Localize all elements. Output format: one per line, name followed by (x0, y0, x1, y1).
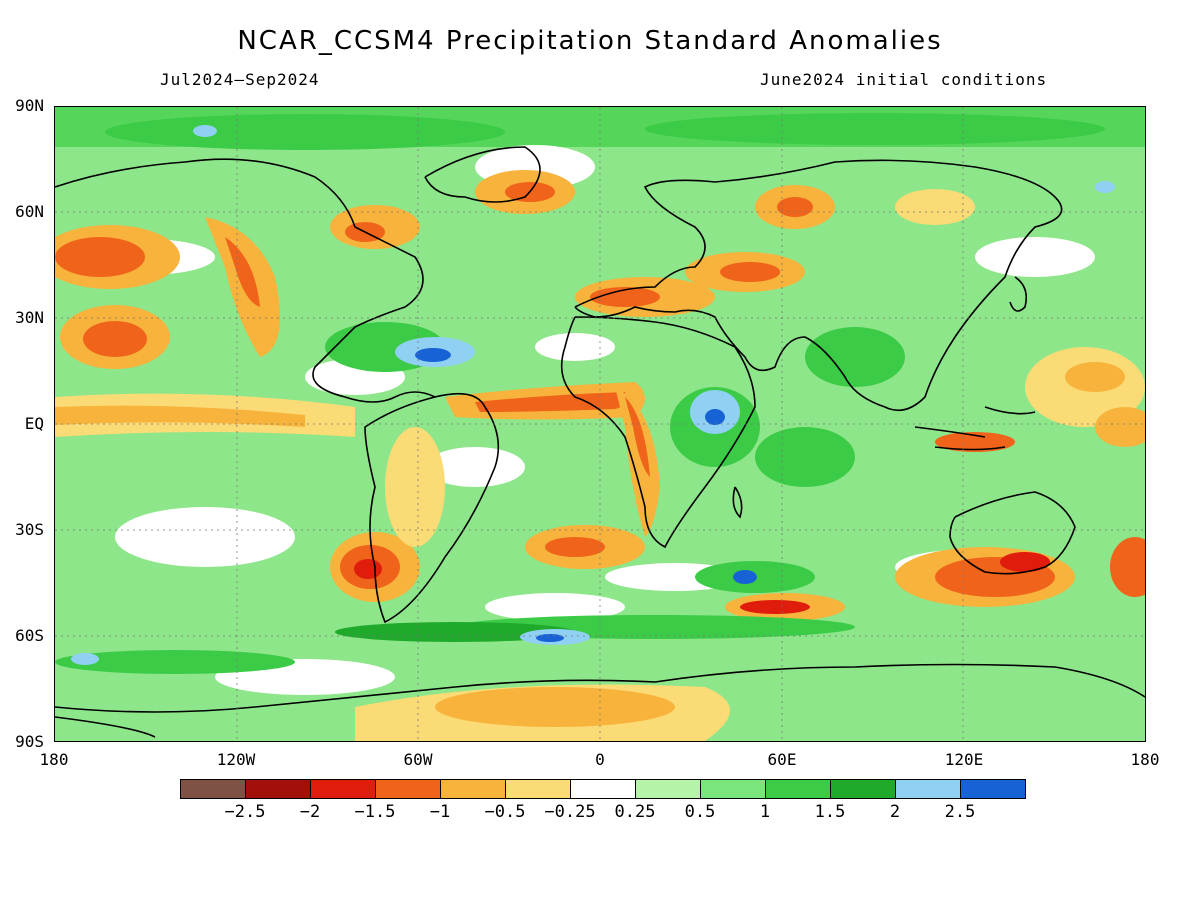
lon-label-180e: 180 (1130, 750, 1160, 769)
color-bar-swatch (635, 779, 701, 799)
map-canvas (55, 107, 1145, 741)
color-bar-label: −0.25 (544, 802, 596, 822)
lon-label-120e: 120E (944, 750, 984, 769)
color-bar-label: 2 (889, 802, 901, 822)
color-bar-swatch (895, 779, 961, 799)
lon-label-180w: 180 (39, 750, 69, 769)
lon-label-60w: 60W (403, 750, 433, 769)
color-bar-label: −1.5 (354, 802, 396, 822)
lat-label-60n: 60N (15, 202, 44, 221)
lon-label-60e: 60E (767, 750, 797, 769)
lon-label-120w: 120W (216, 750, 256, 769)
color-bar-swatch (440, 779, 506, 799)
color-bar-label: 0.5 (684, 802, 716, 822)
color-bar-label: −1 (429, 802, 451, 822)
anomaly-map (54, 106, 1146, 742)
lat-label-90n: 90N (15, 96, 44, 115)
color-bar-swatch (570, 779, 636, 799)
forecast-period: Jul2024–Sep2024 (160, 70, 320, 89)
color-bar-swatch (765, 779, 831, 799)
color-bar-label: 0.25 (614, 802, 656, 822)
color-bar-swatch (700, 779, 766, 799)
color-bar-label: −0.5 (484, 802, 526, 822)
color-bar-label: −2 (299, 802, 321, 822)
color-bar-swatch (960, 779, 1026, 799)
lat-label-30n: 30N (15, 308, 44, 327)
color-bar-swatch (310, 779, 376, 799)
color-bar-label: 1 (759, 802, 771, 822)
lon-label-0: 0 (595, 750, 605, 769)
color-bar-label: 1.5 (814, 802, 846, 822)
color-bar-swatch (505, 779, 571, 799)
color-bar-swatch (375, 779, 441, 799)
lat-label-90s: 90S (15, 732, 44, 751)
lat-label-60s: 60S (15, 626, 44, 645)
color-bar-swatch (245, 779, 311, 799)
lat-label-30s: 30S (15, 520, 44, 539)
color-bar-label: 2.5 (944, 802, 976, 822)
color-bar-swatch (180, 779, 246, 799)
lat-label-eq: EQ (24, 414, 44, 433)
map-title: NCAR_CCSM4 Precipitation Standard Anomal… (237, 26, 943, 56)
color-bar-label: −2.5 (224, 802, 266, 822)
initial-conditions: June2024 initial conditions (760, 70, 1048, 89)
color-bar-swatch (830, 779, 896, 799)
